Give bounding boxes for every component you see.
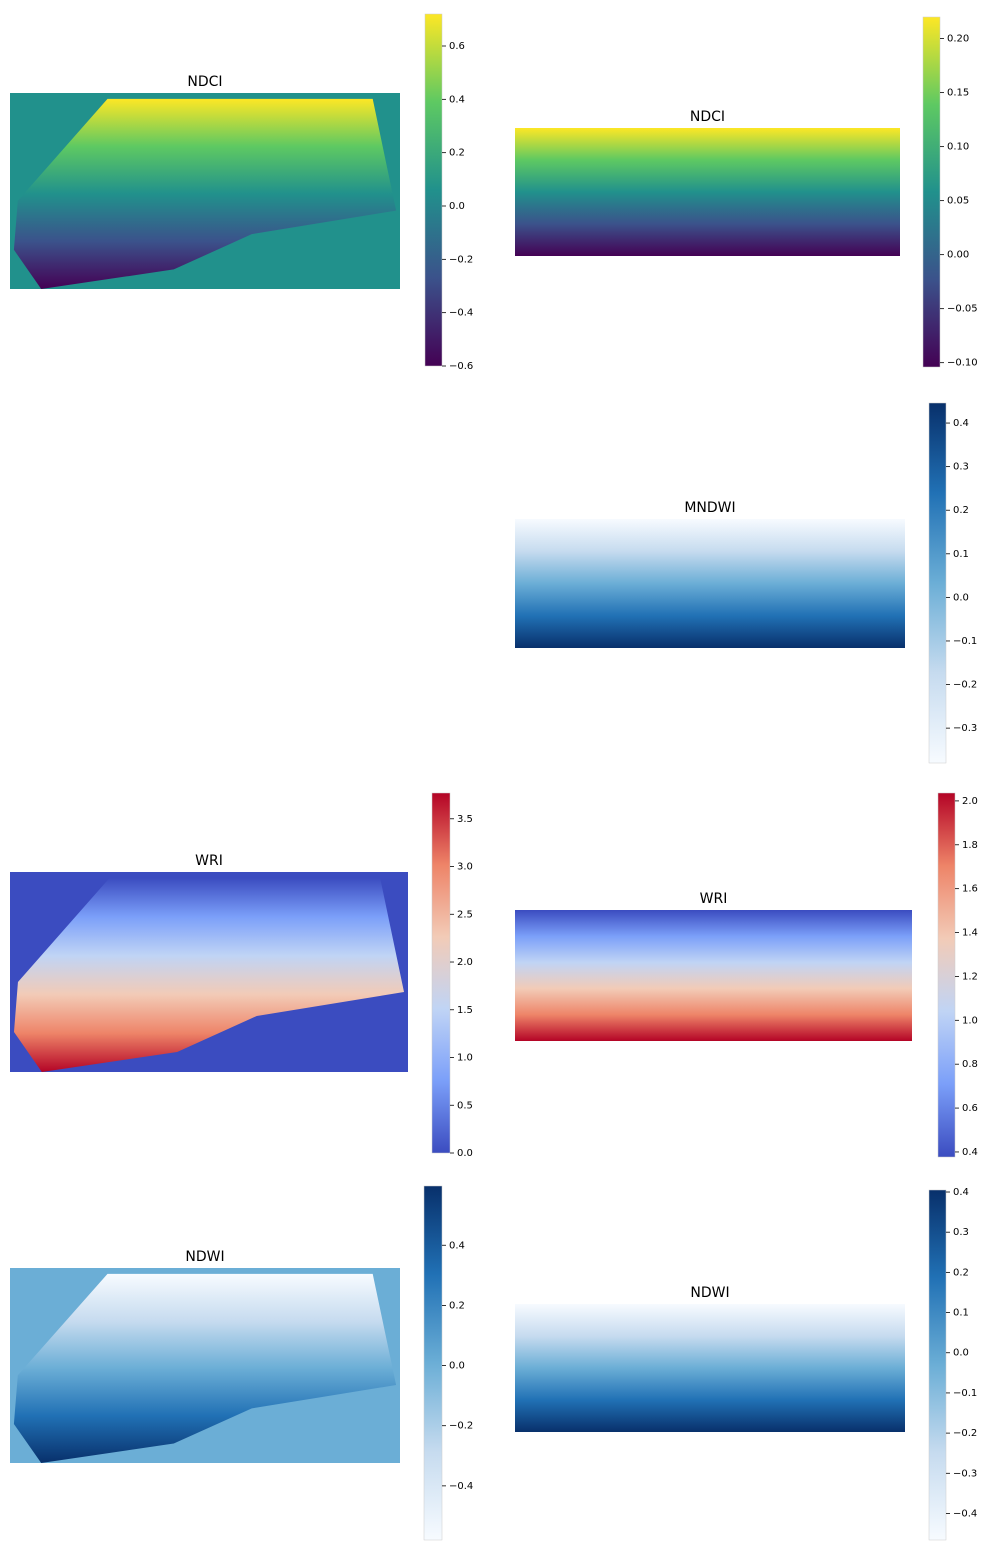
colorbar-tick-label: 0.10 bbox=[947, 142, 969, 153]
image-area bbox=[515, 519, 905, 648]
colorbar-tick-label: 0.4 bbox=[953, 1187, 969, 1198]
colorbar-tick-label: 0.1 bbox=[953, 1308, 969, 1319]
colorbar-tick-label: 1.0 bbox=[962, 1015, 978, 1026]
colorbar-tick-label: 0.4 bbox=[962, 1147, 978, 1158]
colorbar bbox=[928, 402, 947, 764]
colorbar bbox=[424, 13, 443, 367]
colorbar-tick-label: 2.0 bbox=[962, 796, 978, 807]
panel-title: NDWI bbox=[690, 1285, 729, 1301]
colorbar-tick-label: 0.8 bbox=[962, 1059, 978, 1070]
colorbar-tick-label: 3.0 bbox=[457, 862, 473, 873]
colorbar-tick-label: 0.6 bbox=[449, 41, 465, 52]
colorbar-tick-label: −0.10 bbox=[947, 358, 978, 369]
panel-title: WRI bbox=[700, 891, 728, 907]
panel-title: NDCI bbox=[690, 109, 725, 125]
colorbar-tick-label: 0.0 bbox=[449, 1361, 465, 1372]
colorbar-tick-label: 0.3 bbox=[953, 462, 969, 473]
colorbar-tick-label: 0.2 bbox=[449, 1300, 465, 1311]
colorbar-tick-label: 1.4 bbox=[962, 928, 978, 939]
colorbar-tick-label: 0.5 bbox=[457, 1100, 473, 1111]
colorbar-tick-label: 3.5 bbox=[457, 814, 473, 825]
colorbar-tick-label: −0.05 bbox=[947, 304, 978, 315]
colorbar-tick-label: −0.2 bbox=[449, 254, 473, 265]
colorbar-tick-label: −0.2 bbox=[449, 1421, 473, 1432]
panel-title: NDWI bbox=[185, 1249, 224, 1265]
colorbar-tick-label: 0.0 bbox=[457, 1148, 473, 1159]
colorbar bbox=[431, 792, 451, 1154]
colorbar-tick-label: −0.3 bbox=[953, 1468, 977, 1479]
colorbar-tick-label: −0.3 bbox=[953, 723, 977, 734]
colorbar-tick-label: 0.2 bbox=[953, 505, 969, 516]
colorbar-tick-label: 0.4 bbox=[449, 94, 465, 105]
colorbar-tick-label: 0.4 bbox=[449, 1240, 465, 1251]
colorbar-tick-label: 0.4 bbox=[953, 418, 969, 429]
colorbar-tick-label: 1.2 bbox=[962, 971, 978, 982]
colorbar-tick-label: 0.2 bbox=[449, 148, 465, 159]
colorbar-tick-label: 0.15 bbox=[947, 88, 969, 99]
colorbar-tick-label: −0.4 bbox=[449, 1481, 473, 1492]
colorbar-tick-label: 0.05 bbox=[947, 196, 969, 207]
colorbar-tick-label: −0.4 bbox=[449, 308, 473, 319]
colorbar-tick-label: 1.6 bbox=[962, 884, 978, 895]
colorbar-tick-label: −0.2 bbox=[953, 1428, 977, 1439]
image-area bbox=[515, 1304, 905, 1432]
colorbar-tick-label: −0.1 bbox=[953, 1388, 977, 1399]
colorbar bbox=[928, 1189, 947, 1541]
colorbar-tick-label: 2.5 bbox=[457, 909, 473, 920]
image-area bbox=[13, 1273, 397, 1463]
panel-title: WRI bbox=[195, 853, 223, 869]
colorbar-tick-label: 1.8 bbox=[962, 840, 978, 851]
colorbar-tick-label: 1.0 bbox=[457, 1053, 473, 1064]
image-area bbox=[13, 878, 405, 1072]
colorbar-tick-label: 0.6 bbox=[962, 1103, 978, 1114]
colorbar-tick-label: 1.5 bbox=[457, 1005, 473, 1016]
colorbar-tick-label: −0.6 bbox=[449, 361, 473, 372]
colorbar-tick-label: 0.2 bbox=[953, 1267, 969, 1278]
colorbar-tick-label: −0.1 bbox=[953, 636, 977, 647]
colorbar bbox=[937, 792, 956, 1158]
colorbar-tick-label: −0.4 bbox=[953, 1508, 977, 1519]
colorbar bbox=[423, 1185, 443, 1541]
colorbar-tick-label: 0.20 bbox=[947, 34, 969, 45]
colorbar-tick-label: 0.1 bbox=[953, 549, 969, 560]
image-area bbox=[515, 128, 900, 256]
image-area bbox=[13, 98, 397, 289]
colorbar bbox=[922, 16, 941, 368]
colorbar-tick-label: 0.3 bbox=[953, 1227, 969, 1238]
colorbar-tick-label: 0.0 bbox=[953, 592, 969, 603]
colorbar-tick-label: −0.2 bbox=[953, 680, 977, 691]
panel-title: MNDWI bbox=[684, 500, 735, 516]
panel-title: NDCI bbox=[187, 74, 222, 90]
colorbar-tick-label: 0.0 bbox=[449, 201, 465, 212]
image-area bbox=[515, 910, 912, 1041]
colorbar-tick-label: 2.0 bbox=[457, 957, 473, 968]
colorbar-tick-label: 0.00 bbox=[947, 250, 969, 261]
colorbar-tick-label: 0.0 bbox=[953, 1348, 969, 1359]
